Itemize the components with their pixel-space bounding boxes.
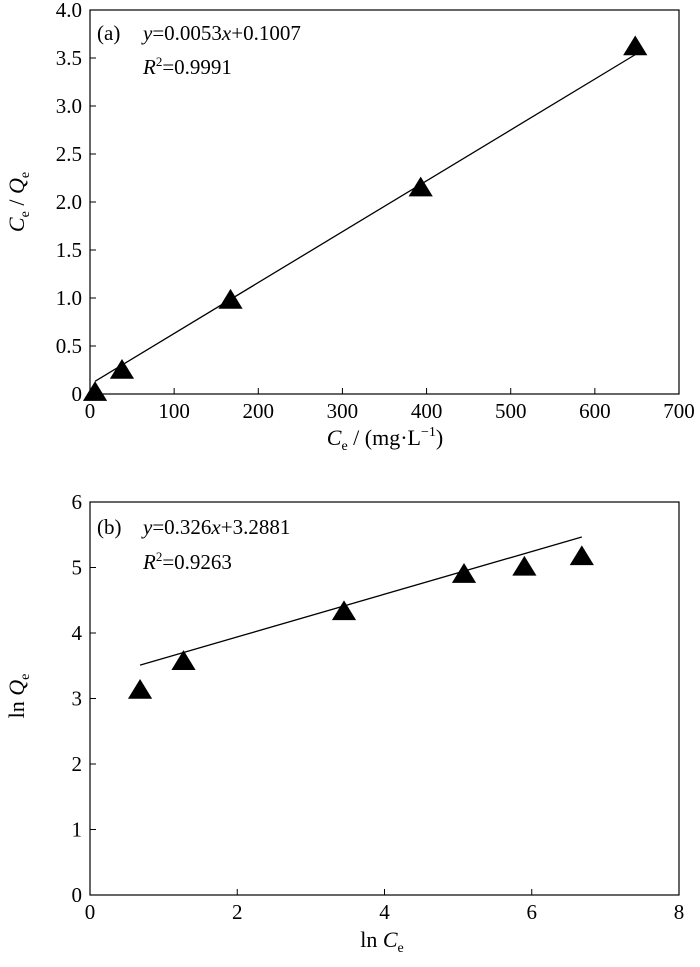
panel-b-data-point [127, 678, 153, 699]
panel-a-xtick-label: 600 [579, 399, 611, 423]
panel-a-xlabel-sub: e [341, 439, 347, 454]
panel-a-xlabel-rest: / (mg·L [348, 425, 421, 450]
panel-b-ytick-label: 1 [72, 818, 83, 842]
panel-b-data-point [331, 600, 357, 621]
panel-a-ytick-label: 2.5 [56, 142, 82, 166]
panel-b-regression-line [139, 536, 582, 666]
panel-b-r2-value: =0.9263 [162, 550, 232, 574]
panel-b-r2-r: R [142, 550, 156, 574]
panel-b-ticks: 0 2 4 6 8 0 1 2 3 4 5 6 [72, 490, 685, 924]
panel-a-xlabel: Ce / (mg·L−1) [327, 425, 443, 454]
panel-a-xtick-label: 400 [411, 399, 443, 423]
panel-b-fit-line [139, 536, 582, 666]
panel-a-eq-tail: +0.1007 [231, 21, 301, 45]
panel-a-xtick-label: 100 [158, 399, 190, 423]
panel-b-points [127, 545, 594, 699]
panel-b-equation: y=0.326x+3.2881 [141, 515, 290, 539]
panel-b-r2: R2=0.9263 [142, 549, 232, 574]
panel-a-data-point [218, 288, 243, 309]
panel-b-xlabel: ln Ce [360, 927, 404, 956]
panel-b-data-point [171, 650, 196, 670]
panel-a-ticks: 0 100 200 300 400 500 600 700 0 0.5 1.0 1.5 2.0 2.5 3.… [56, 0, 695, 423]
panel-a-ylabel-c: C [4, 217, 29, 232]
panel-b-eq-rhs: =0.326 [152, 515, 211, 539]
panel-b-ytick-label: 2 [72, 752, 83, 776]
panel-a-ylabel: Ce / Qe [4, 172, 33, 232]
panel-b-eq-y: y [141, 515, 153, 539]
panel-b-xtick-label: 0 [85, 900, 96, 924]
panel-a-xtick-label: 300 [327, 399, 359, 423]
panel-b-ylabel: ln Qe [4, 674, 33, 719]
panel-a-eq-y: y [141, 21, 153, 45]
panel-b-xtick-label: 8 [674, 900, 685, 924]
panel-b-ytick-label: 4 [72, 621, 83, 645]
panel-a-regression-line [94, 54, 636, 382]
panel-b-ylabel-q: Q [4, 680, 29, 696]
panel-a-xtick-label: 200 [243, 399, 275, 423]
panel-a-data-point [623, 35, 648, 56]
panel-a-data-point [408, 176, 433, 197]
panel-a-eq-x: x [221, 21, 232, 45]
panel-b-ytick-label: 3 [72, 687, 83, 711]
panel-a-ytick-label: 0.5 [56, 334, 82, 358]
panel-b-ytick-label: 6 [72, 490, 83, 514]
panel-a-equation: y=0.0053x+0.1007 [141, 21, 301, 45]
panel-b-ytick-label: 5 [72, 556, 83, 580]
panel-b-xlabel-pre: ln [360, 927, 383, 952]
panel-b-eq-tail: +3.2881 [221, 515, 291, 539]
panel-b-xtick-label: 6 [527, 900, 538, 924]
panel-a-data-point [82, 381, 108, 401]
panel-a-xlabel-sup: −1 [421, 425, 436, 440]
panel-a-ytick-label: 1.0 [56, 286, 82, 310]
panel-a-data-point [109, 359, 135, 379]
panel-b-eq-x: x [210, 515, 221, 539]
panel-a-r2-sup: 2 [156, 54, 163, 69]
panel-a-ytick-label: 3.0 [56, 94, 82, 118]
panel-b-ytick-label: 0 [72, 883, 83, 907]
panel-b-data-point [569, 545, 594, 566]
panel-b-data-point [451, 563, 477, 583]
panel-a-points [82, 35, 648, 401]
panel-b-ylabel-pre: ln [4, 696, 29, 719]
panel-a-fit-line [94, 54, 636, 382]
panel-b-xtick-label: 2 [232, 900, 243, 924]
panel-b-ylabel-qsub: e [18, 674, 33, 680]
panel-a-ylabel-q: Q [4, 178, 29, 194]
panel-b-xtick-label: 4 [379, 900, 390, 924]
panel-a-r2: R2=0.9991 [142, 54, 232, 79]
panel-a-r2-r: R [142, 55, 156, 79]
panel-a-ytick-label: 4.0 [56, 0, 82, 22]
panel-a-ytick-label: 2.0 [56, 190, 82, 214]
panel-a-xtick-label: 500 [495, 399, 527, 423]
panel-b-label: (b) [97, 515, 122, 539]
panel-a-ylabel-csub: e [18, 211, 33, 217]
panel-a-xtick-label: 0 [85, 399, 96, 423]
panel-b-data-point [512, 555, 537, 576]
panel-a-r2-value: =0.9991 [162, 55, 232, 79]
panel-a-xlabel-c: C [327, 425, 342, 450]
panel-a-xlabel-close: ) [436, 425, 443, 450]
panel-b-xlabel-c: C [383, 927, 398, 952]
panel-b-xlabel-sub: e [398, 941, 404, 956]
panel-a-ytick-label: 1.5 [56, 238, 82, 262]
panel-a-ytick-label: 3.5 [56, 46, 82, 70]
panel-a-ylabel-slash: / [4, 194, 29, 211]
panel-a-eq-rhs: =0.0053 [152, 21, 222, 45]
panel-b-r2-sup: 2 [156, 549, 163, 564]
panel-a-xtick-label: 700 [663, 399, 695, 423]
panel-a: 0 100 200 300 400 500 600 700 0 0.5 1.0 1.5 2.0 2.5 3.… [4, 0, 695, 454]
panel-a-ylabel-qsub: e [18, 172, 33, 178]
panel-a-label: (a) [97, 21, 120, 45]
panel-a-ytick-label: 0 [72, 382, 83, 406]
